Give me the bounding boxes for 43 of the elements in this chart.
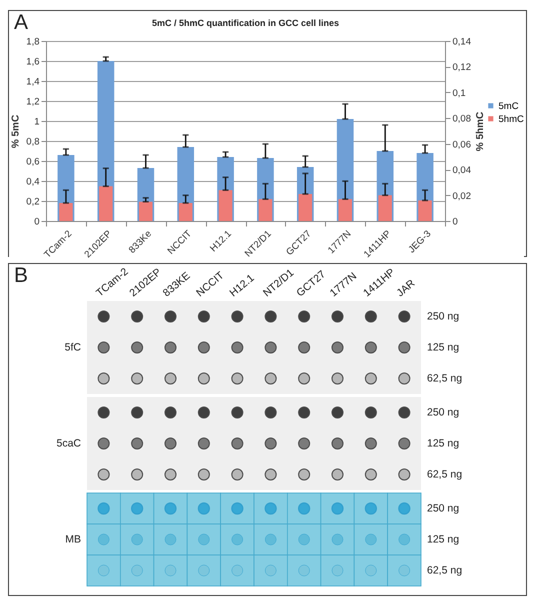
y2-tick-label: 0,02 — [452, 190, 471, 202]
legend-label: 5mC — [498, 100, 519, 112]
legend-label: 5hmC — [498, 114, 524, 125]
y2-tick-label: 0,06 — [452, 139, 471, 150]
y-tick-label: 0,4 — [26, 176, 40, 188]
y2-axis-title: % 5hmC — [474, 112, 486, 152]
y-axis-title: % 5mC — [10, 114, 22, 148]
category-label: 250 ng — [427, 406, 460, 418]
category-label: 62,5 ng — [427, 564, 462, 576]
category-label: 250 ng — [427, 310, 460, 322]
y-tick-label: 1,6 — [26, 56, 40, 68]
category-label: 62,5 ng — [427, 372, 462, 384]
category-label: 125 ng — [427, 437, 460, 450]
category-label: 250 ng — [427, 502, 460, 514]
bar — [178, 203, 192, 221]
category-label: 5caC — [56, 437, 81, 450]
y-tick-label: 1,2 — [26, 96, 40, 108]
y2-tick-label: 0 — [452, 216, 458, 228]
category-label: JAR — [394, 277, 418, 300]
y-tick-label: 0,2 — [26, 196, 40, 208]
category-label: 62,5 ng — [427, 468, 462, 480]
bar — [59, 203, 73, 221]
category-label: 5fC — [64, 341, 81, 354]
category-label: 125 ng — [427, 341, 460, 354]
category-label: MB — [65, 533, 81, 546]
y2-tick-label: 0,12 — [452, 62, 471, 74]
y2-tick-label: 0,08 — [452, 114, 471, 125]
y-tick-label: 1 — [34, 116, 40, 128]
y-tick-label: 0 — [34, 216, 40, 228]
bar — [418, 200, 432, 221]
y2-tick-label: 0,1 — [452, 88, 466, 99]
y-tick-label: 0,6 — [26, 156, 40, 168]
bar — [99, 186, 113, 221]
text: A — [14, 11, 28, 35]
category-label: 125 ng — [427, 533, 460, 546]
y2-tick-label: 0,04 — [452, 165, 471, 176]
y-tick-label: 1,4 — [26, 76, 40, 88]
y-tick-label: 1,8 — [26, 36, 40, 48]
bar — [338, 199, 352, 221]
y-tick-label: 0,8 — [26, 136, 40, 148]
chart-title: 5mC / 5hmC quantification in GCC cell lines — [152, 18, 340, 28]
text: B — [14, 264, 28, 288]
y2-tick-label: 0,14 — [452, 36, 471, 48]
